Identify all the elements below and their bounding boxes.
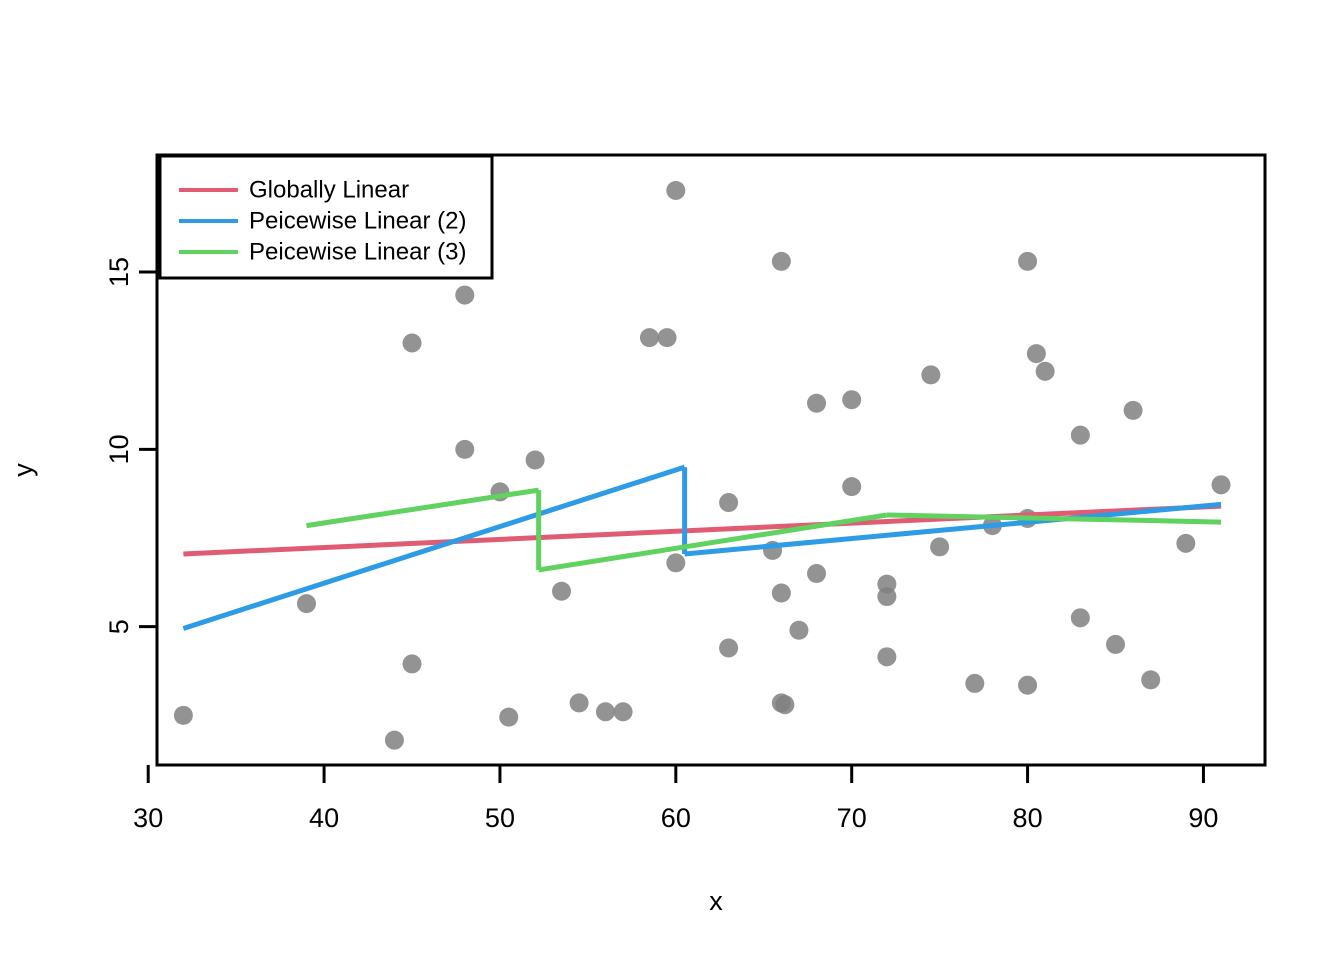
data-point xyxy=(877,647,897,667)
data-point xyxy=(639,328,659,348)
y-axis-ticks: 5 10 15 xyxy=(104,257,157,634)
data-point xyxy=(455,439,475,459)
data-points-layer xyxy=(173,180,1231,750)
data-point xyxy=(173,705,193,725)
legend-label-2: Peicewise Linear (3) xyxy=(249,239,466,266)
data-point xyxy=(719,493,739,513)
data-point xyxy=(613,702,633,722)
data-point xyxy=(1026,344,1046,364)
data-point xyxy=(1018,675,1038,695)
legend-entries: Globally Linear Peicewise Linear (2) Peice… xyxy=(179,177,466,266)
y-axis-title: y xyxy=(8,463,38,477)
data-point xyxy=(1070,608,1090,628)
data-point xyxy=(552,581,572,601)
y-tick-label: 15 xyxy=(104,257,134,287)
x-axis-ticks: 30 40 50 60 70 80 90 xyxy=(133,765,1218,833)
x-axis-title: x xyxy=(709,886,723,916)
data-point xyxy=(657,328,677,348)
data-point xyxy=(842,477,862,497)
series-line xyxy=(538,512,888,573)
series-line xyxy=(183,503,1222,557)
x-tick-label: 50 xyxy=(485,803,515,833)
data-point xyxy=(965,673,985,693)
data-point xyxy=(1141,670,1161,690)
x-tick-label: 40 xyxy=(309,803,339,833)
data-point xyxy=(1106,634,1126,654)
data-point xyxy=(842,390,862,410)
series-line xyxy=(684,501,1222,557)
data-point xyxy=(789,620,809,640)
legend: Globally Linear Peicewise Linear (2) Peice… xyxy=(158,154,494,280)
data-point xyxy=(1070,425,1090,445)
series-lines-layer xyxy=(182,464,1222,631)
data-point xyxy=(384,730,404,750)
data-point xyxy=(771,583,791,603)
plot-frame xyxy=(155,153,1267,767)
y-tick-label: 10 xyxy=(104,434,134,464)
data-point xyxy=(930,537,950,557)
data-point xyxy=(877,587,897,607)
x-tick-label: 70 xyxy=(837,803,867,833)
x-tick-label: 60 xyxy=(661,803,691,833)
series-line xyxy=(886,512,1222,525)
legend-label-1: Peicewise Linear (2) xyxy=(249,208,466,235)
legend-label-0: Globally Linear xyxy=(249,177,409,204)
data-point xyxy=(499,707,519,727)
data-point xyxy=(455,285,475,305)
data-point xyxy=(807,393,827,413)
series-line xyxy=(306,487,540,529)
data-point xyxy=(666,180,686,200)
x-tick-label: 30 xyxy=(133,803,163,833)
data-point xyxy=(775,695,795,715)
series-line xyxy=(182,464,686,631)
data-point xyxy=(1018,251,1038,271)
data-point xyxy=(666,553,686,573)
y-tick-label: 5 xyxy=(104,619,134,634)
data-point xyxy=(921,365,941,385)
data-point xyxy=(1035,361,1055,381)
x-tick-label: 80 xyxy=(1013,803,1043,833)
data-point xyxy=(807,563,827,583)
data-point xyxy=(525,450,545,470)
data-point xyxy=(1123,400,1143,420)
data-point xyxy=(569,693,589,713)
x-tick-label: 90 xyxy=(1188,803,1218,833)
data-point xyxy=(296,594,316,614)
data-point xyxy=(595,702,615,722)
data-point xyxy=(771,251,791,271)
data-point xyxy=(719,638,739,658)
data-point xyxy=(1176,533,1196,553)
data-point xyxy=(402,333,422,353)
data-point xyxy=(402,654,422,674)
legend-box xyxy=(158,154,494,280)
data-point xyxy=(1211,475,1231,495)
